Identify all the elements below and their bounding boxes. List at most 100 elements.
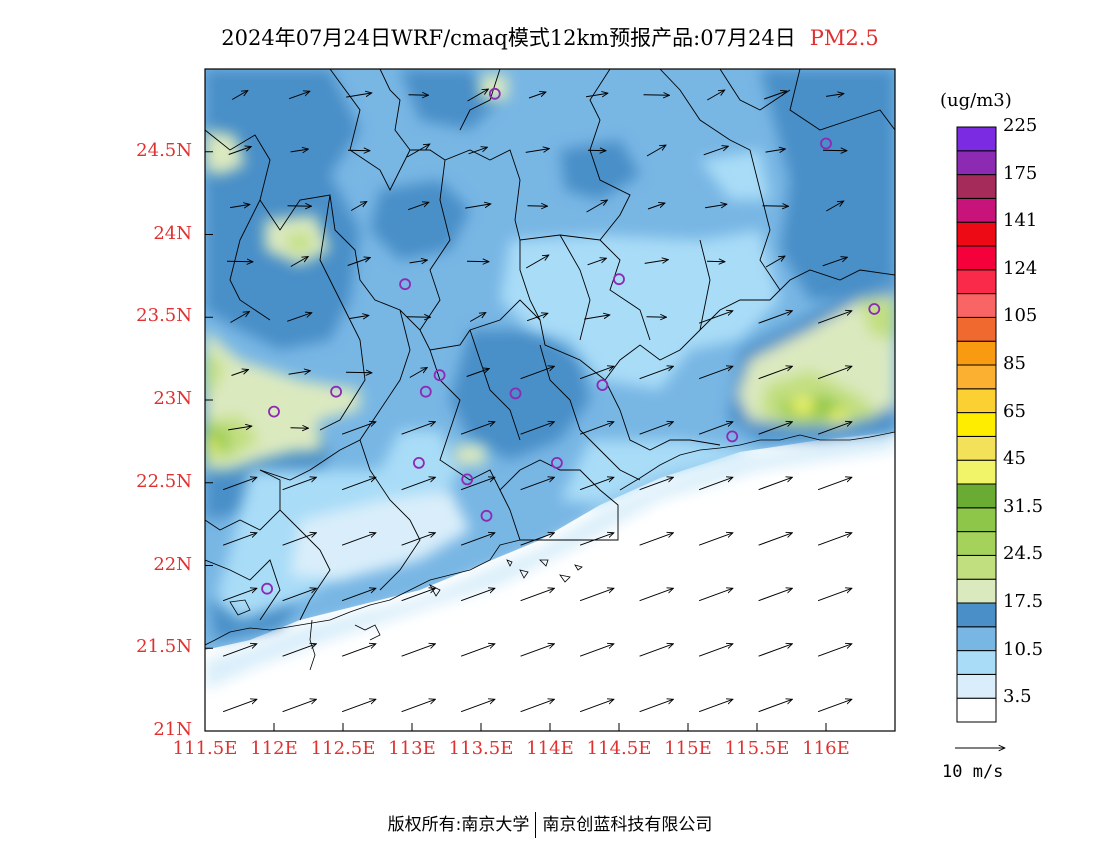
wind-arrow <box>817 477 852 491</box>
wind-arrow <box>341 644 376 657</box>
station-marker <box>868 303 881 315</box>
station-marker <box>488 87 501 100</box>
colorbar-swatch <box>956 174 997 199</box>
colorbar-swatch <box>956 531 997 556</box>
wind-arrow <box>579 699 614 713</box>
wind-arrow <box>401 422 436 435</box>
colorbar-swatch <box>956 459 997 485</box>
legend-label: 3.5 <box>1003 686 1032 708</box>
station-marker <box>433 369 446 382</box>
wind-arrow <box>639 644 674 657</box>
wind-arrow <box>460 477 495 491</box>
wind-arrow <box>646 145 666 157</box>
wind-arrow <box>639 699 674 713</box>
wind-arrow <box>341 533 376 546</box>
station-marker <box>330 385 343 398</box>
wind-arrow <box>460 533 495 546</box>
legend-label: 10.5 <box>1003 638 1044 660</box>
wind-arrow <box>228 147 252 155</box>
wind-arrow <box>290 149 309 152</box>
legend-label: 17.5 <box>1003 591 1044 612</box>
wind-arrow <box>401 477 436 491</box>
wind-arrow <box>817 699 852 713</box>
legend-label: 45 <box>1003 448 1026 470</box>
wind-reference-label: 10 m/s <box>942 762 1004 782</box>
colorbar <box>956 126 997 723</box>
lat-tick-label: 24N <box>153 222 192 244</box>
wind-arrow <box>758 644 793 657</box>
map-title: 2024年07月24日WRF/cmaq模式12km预报产品:07月24日 PM2.… <box>0 22 1100 52</box>
wind-arrow <box>282 477 317 491</box>
wind-arrow <box>466 369 490 377</box>
colorbar-swatch <box>956 697 997 723</box>
legend-label: 124 <box>1003 257 1038 279</box>
wind-arrow <box>525 255 549 269</box>
wind-arrow <box>639 477 674 491</box>
wind-arrow <box>703 146 729 156</box>
wind-arrow <box>758 533 793 546</box>
copyright-company: 南京创蓝科技有限公司 <box>542 815 713 835</box>
wind-arrow <box>698 422 733 435</box>
wind-arrow <box>347 258 371 266</box>
pollution-field <box>205 69 895 731</box>
colorbar-swatch <box>956 316 997 342</box>
coastline <box>205 431 895 671</box>
wind-arrow <box>587 258 607 266</box>
legend-label: 225 <box>1003 115 1038 136</box>
wind-arrow <box>349 315 369 318</box>
wind-arrow <box>287 313 312 322</box>
wind-arrow <box>288 371 311 375</box>
colorbar-swatch <box>956 364 997 390</box>
wind-arrow <box>406 144 430 158</box>
colorbar-swatch <box>956 483 997 509</box>
title-text: 2024年07月24日WRF/cmaq模式12km预报产品:07月24日 <box>221 26 796 50</box>
lon-tick-label: 112.5E <box>310 738 376 759</box>
wind-arrow <box>341 477 376 491</box>
wind-arrow <box>401 699 436 713</box>
station-marker <box>613 273 625 286</box>
colorbar-swatch <box>956 507 997 533</box>
field-band-3b <box>290 490 470 580</box>
wind-arrow <box>698 699 733 713</box>
wind-arrow <box>817 311 852 324</box>
colorbar-swatch <box>956 269 997 295</box>
wind-arrow <box>526 313 548 322</box>
wind-arrow <box>341 588 376 602</box>
wind-arrow <box>520 699 555 713</box>
footer-divider <box>535 812 537 838</box>
colorbar-swatch <box>956 340 997 366</box>
wind-arrow <box>222 588 257 602</box>
wind-arrow <box>520 533 555 546</box>
colorbar-swatch <box>956 293 997 318</box>
legend-label: 65 <box>1003 400 1026 422</box>
wind-vectors <box>222 89 852 713</box>
legend-label: 175 <box>1003 162 1038 184</box>
lon-tick-label: 116E <box>802 738 850 759</box>
lon-tick-label: 115.5E <box>724 738 790 759</box>
lat-tick-label: 22.5N <box>136 470 192 492</box>
unit-label: (ug/m3) <box>940 90 1012 111</box>
colorbar-swatch <box>956 578 997 604</box>
lon-tick-label: 114.5E <box>586 738 652 759</box>
lat-tick-label: 21.5N <box>136 636 192 658</box>
station-marker <box>820 137 832 150</box>
wind-arrow <box>460 588 495 602</box>
wind-arrow <box>647 203 665 210</box>
wind-arrow <box>228 426 252 431</box>
wind-arrow <box>698 311 733 324</box>
wind-arrow <box>469 313 486 322</box>
wind-arrow <box>579 422 614 435</box>
lat-tick-label: 24.5N <box>136 139 192 161</box>
wind-arrow <box>762 206 789 207</box>
wind-arrow <box>460 644 495 657</box>
wind-arrow <box>231 91 248 100</box>
legend-label: 24.5 <box>1003 543 1044 565</box>
wind-arrow <box>222 699 257 713</box>
wind-arrow <box>345 372 372 373</box>
lon-tick-label: 113.5E <box>448 738 514 759</box>
pollutant-name: PM2.5 <box>809 26 879 50</box>
wind-arrow <box>698 533 733 546</box>
colorbar-swatch <box>956 602 997 628</box>
colorbar-swatch <box>956 554 997 580</box>
